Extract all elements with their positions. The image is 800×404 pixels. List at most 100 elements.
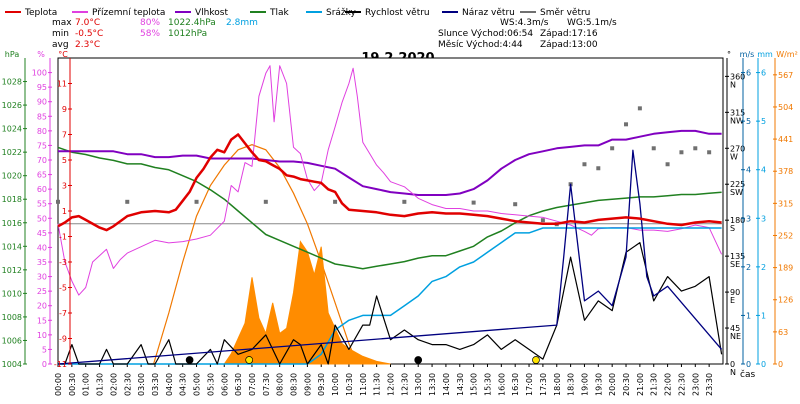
pct-tick-label: 20: [37, 302, 47, 311]
x-tick-label: 09:00: [303, 373, 312, 396]
x-tick-label: 15:00: [470, 373, 479, 396]
hpa-tick-label: 1028: [2, 78, 22, 87]
x-tick-label: 04:00: [165, 373, 174, 396]
pct-tick-label: 10: [37, 331, 47, 340]
pct-tick-label: 5: [42, 345, 47, 354]
wind-dir-point: [707, 150, 712, 155]
dir-tick-label: 315: [730, 108, 745, 117]
stat-max-press: 1022.4hPa: [168, 18, 216, 28]
wind-dir-point: [679, 150, 684, 155]
dir-tick-label: 270: [730, 144, 745, 153]
stat-wg: WG:5.1m/s: [567, 18, 617, 28]
ms-tick-label: 1: [746, 311, 751, 320]
legend-label-hum: Vlhkost: [195, 8, 228, 18]
stat-min-label: min: [52, 29, 69, 39]
mm-tick-label: 4: [761, 166, 766, 175]
x-tick-label: 02:00: [109, 373, 118, 396]
hpa-tick-label: 1026: [2, 101, 22, 110]
wm2-tick-label: 126: [778, 296, 793, 305]
x-tick-label: 12:30: [400, 373, 409, 396]
moonset-marker: [414, 356, 423, 364]
stat-min-press: 1012hPa: [168, 29, 207, 39]
x-tick-label: 04:30: [179, 373, 188, 396]
x-tick-label: 02:30: [123, 373, 132, 396]
stat-sun: Slunce Východ:06:54: [438, 29, 533, 39]
pct-tick-label: 80: [37, 127, 47, 136]
x-tick-label: 11:30: [373, 373, 382, 396]
hpa-tick-label: 1004: [2, 360, 22, 369]
x-tick-label: 20:30: [622, 373, 631, 396]
legend-label-temp: Teplota: [24, 8, 57, 18]
stat-min-hum: 58%: [140, 29, 160, 39]
temp-tick-label: -9: [59, 335, 67, 344]
dir-tick-sublabel: NW: [730, 116, 744, 125]
x-tick-label: 16:00: [497, 373, 506, 396]
mm-tick-label: 0: [761, 360, 766, 369]
ms-tick-label: 4: [746, 166, 751, 175]
ms-tick-label: 6: [746, 69, 751, 78]
x-tick-label: 07:00: [248, 373, 257, 396]
stat-max-label: max: [52, 18, 72, 28]
stats-panel: max 7.0°C 80% 1022.4hPa 2.8mm min -0.5°C…: [52, 18, 617, 50]
wind-dir-point: [624, 122, 629, 127]
x-tick-label: 23:30: [705, 373, 714, 396]
stat-ws: WS:4.3m/s: [500, 18, 549, 28]
mm-tick-label: 6: [761, 69, 766, 78]
x-tick-label: 21:30: [650, 373, 659, 396]
pct-tick-label: 25: [37, 287, 47, 296]
temp-tick-label: 5: [62, 156, 67, 165]
temp-tick-label: -11: [54, 360, 67, 369]
x-tick-label: 05:30: [206, 373, 215, 396]
x-tick-label: 06:30: [234, 373, 243, 396]
stat-avg-label: avg: [52, 40, 69, 50]
x-tick-label: 17:00: [525, 373, 534, 396]
hpa-tick-label: 1008: [2, 313, 22, 322]
stat-max-hum: 80%: [140, 18, 160, 28]
dir-tick-sublabel: NE: [730, 332, 741, 341]
wind-dir-point: [540, 218, 545, 223]
hpa-tick-label: 1010: [2, 289, 22, 298]
dir-tick-sublabel: W: [730, 152, 738, 161]
legend-label-rain: Srážky: [326, 8, 357, 18]
x-axis-label: čas: [740, 369, 755, 380]
pct-tick-label: 100: [32, 69, 47, 78]
stat-moon-set: Západ:13:00: [540, 40, 598, 50]
x-tick-label: 10:00: [331, 373, 340, 396]
pct-tick-label: 35: [37, 258, 47, 267]
hpa-tick-label: 1022: [2, 148, 22, 157]
stat-sun-set: Západ:17:16: [540, 29, 598, 39]
series-temp: [57, 133, 722, 232]
wind-dir-point: [402, 199, 407, 204]
wm2-tick-label: 63: [778, 328, 788, 337]
x-tick-label: 23:00: [691, 373, 700, 396]
dir-tick-sublabel: S: [730, 224, 735, 233]
x-tick-label: 01:00: [82, 373, 91, 396]
pct-tick-label: 55: [37, 200, 47, 209]
wm2-tick-label: 189: [778, 264, 793, 273]
dir-tick-label: 225: [730, 180, 745, 189]
ms-tick-label: 5: [746, 117, 751, 126]
temp-axis-unit: °C: [58, 50, 68, 59]
temp-tick-label: -1: [59, 233, 67, 242]
wind-dir-point: [582, 162, 587, 167]
x-tick-label: 01:30: [96, 373, 105, 396]
x-tick-label: 12:00: [387, 373, 396, 396]
pct-tick-label: 90: [37, 98, 47, 107]
x-tick-label: 21:00: [636, 373, 645, 396]
x-tick-label: 11:00: [359, 373, 368, 396]
temp-tick-label: 9: [62, 105, 67, 114]
pct-tick-label: 30: [37, 273, 47, 282]
pct-axis-unit: %: [37, 50, 45, 59]
x-tick-label: 05:00: [193, 373, 202, 396]
ms-tick-label: 3: [746, 214, 751, 223]
dir-tick-label: 90: [730, 288, 740, 297]
pct-tick-label: 85: [37, 112, 47, 121]
dir-tick-label: 180: [730, 216, 745, 225]
x-tick-label: 07:30: [262, 373, 271, 396]
wind-dir-point: [56, 199, 60, 204]
wind-dir-point: [651, 146, 656, 151]
temp-tick-label: 1: [62, 207, 67, 216]
plot-area: [56, 57, 724, 367]
series-gust: [57, 149, 723, 365]
x-tick-label: 22:30: [677, 373, 686, 396]
